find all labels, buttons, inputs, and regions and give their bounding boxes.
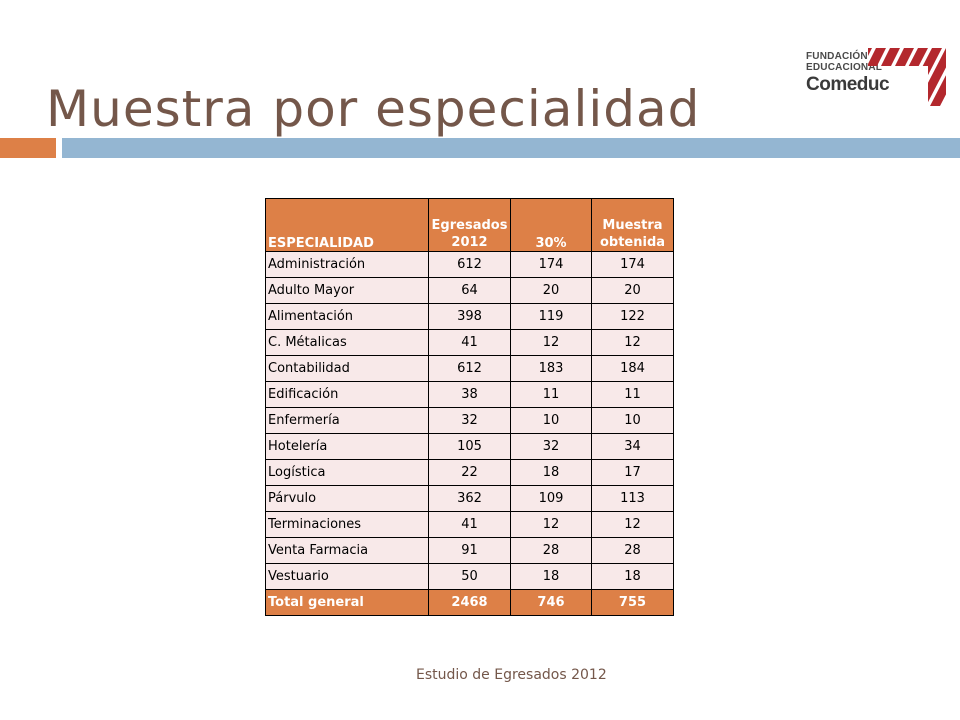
data-table: ESPECIALIDAD Egresados 2012 30% Muestra … bbox=[265, 198, 674, 616]
logo-line-1: FUNDACIÓN bbox=[806, 51, 868, 62]
cell-percent: 28 bbox=[510, 537, 592, 564]
cell-percent: 18 bbox=[510, 459, 592, 486]
cell-especialidad: C. Métalicas bbox=[265, 329, 429, 356]
cell-muestra: 122 bbox=[591, 303, 674, 330]
cell-egresados: 41 bbox=[428, 511, 511, 538]
cell-egresados: 362 bbox=[428, 485, 511, 512]
table-row: Vestuario 50 18 18 bbox=[265, 563, 674, 590]
cell-especialidad: Terminaciones bbox=[265, 511, 429, 538]
title-underline-bar bbox=[62, 138, 960, 158]
cell-especialidad: Hotelería bbox=[265, 433, 429, 460]
cell-muestra: 10 bbox=[591, 407, 674, 434]
table-row: Logística 22 18 17 bbox=[265, 459, 674, 486]
table-row: Hotelería 105 32 34 bbox=[265, 433, 674, 460]
cell-especialidad: Alimentación bbox=[265, 303, 429, 330]
slide-footer: Estudio de Egresados 2012 bbox=[416, 667, 607, 683]
table-row: Edificación 38 11 11 bbox=[265, 381, 674, 408]
cell-egresados: 398 bbox=[428, 303, 511, 330]
table-row: Alimentación 398 119 122 bbox=[265, 303, 674, 330]
table-row: C. Métalicas 41 12 12 bbox=[265, 329, 674, 356]
cell-percent: 12 bbox=[510, 511, 592, 538]
cell-muestra: 28 bbox=[591, 537, 674, 564]
table-row: Contabilidad 612 183 184 bbox=[265, 355, 674, 382]
cell-especialidad: Enfermería bbox=[265, 407, 429, 434]
header-muestra: Muestra obtenida bbox=[591, 198, 674, 252]
cell-percent: 12 bbox=[510, 329, 592, 356]
total-egresados: 2468 bbox=[428, 589, 511, 616]
cell-percent: 11 bbox=[510, 381, 592, 408]
cell-egresados: 105 bbox=[428, 433, 511, 460]
table-row: Párvulo 362 109 113 bbox=[265, 485, 674, 512]
table-row: Administración 612 174 174 bbox=[265, 251, 674, 278]
total-percent: 746 bbox=[510, 589, 592, 616]
cell-especialidad: Logística bbox=[265, 459, 429, 486]
comeduc-logo: FUNDACIÓN EDUCACIONAL Comeduc bbox=[806, 48, 946, 110]
table-total-row: Total general 2468 746 755 bbox=[265, 589, 674, 616]
cell-egresados: 41 bbox=[428, 329, 511, 356]
cell-muestra: 20 bbox=[591, 277, 674, 304]
cell-egresados: 64 bbox=[428, 277, 511, 304]
cell-percent: 119 bbox=[510, 303, 592, 330]
cell-egresados: 22 bbox=[428, 459, 511, 486]
cell-especialidad: Venta Farmacia bbox=[265, 537, 429, 564]
cell-muestra: 113 bbox=[591, 485, 674, 512]
table-row: Terminaciones 41 12 12 bbox=[265, 511, 674, 538]
slide-title: Muestra por especialidad bbox=[46, 80, 701, 138]
cell-percent: 20 bbox=[510, 277, 592, 304]
cell-muestra: 184 bbox=[591, 355, 674, 382]
cell-percent: 183 bbox=[510, 355, 592, 382]
cell-egresados: 612 bbox=[428, 251, 511, 278]
table-row: Venta Farmacia 91 28 28 bbox=[265, 537, 674, 564]
cell-muestra: 34 bbox=[591, 433, 674, 460]
cell-percent: 109 bbox=[510, 485, 592, 512]
cell-muestra: 17 bbox=[591, 459, 674, 486]
logo-line-2: EDUCACIONAL bbox=[806, 62, 883, 73]
cell-egresados: 38 bbox=[428, 381, 511, 408]
specialty-table: ESPECIALIDAD Egresados 2012 30% Muestra … bbox=[265, 198, 674, 616]
cell-egresados: 91 bbox=[428, 537, 511, 564]
cell-especialidad: Contabilidad bbox=[265, 355, 429, 382]
cell-muestra: 12 bbox=[591, 329, 674, 356]
cell-muestra: 174 bbox=[591, 251, 674, 278]
logo-text: FUNDACIÓN EDUCACIONAL Comeduc bbox=[806, 51, 890, 95]
header-percent: 30% bbox=[510, 198, 592, 252]
total-muestra: 755 bbox=[591, 589, 674, 616]
cell-percent: 18 bbox=[510, 563, 592, 590]
cell-egresados: 612 bbox=[428, 355, 511, 382]
cell-percent: 10 bbox=[510, 407, 592, 434]
table-row: Adulto Mayor 64 20 20 bbox=[265, 277, 674, 304]
total-label: Total general bbox=[265, 589, 429, 616]
logo-line-3: Comeduc bbox=[806, 74, 890, 95]
cell-especialidad: Vestuario bbox=[265, 563, 429, 590]
cell-especialidad: Adulto Mayor bbox=[265, 277, 429, 304]
cell-egresados: 50 bbox=[428, 563, 511, 590]
cell-muestra: 11 bbox=[591, 381, 674, 408]
table-header-row: ESPECIALIDAD Egresados 2012 30% Muestra … bbox=[265, 198, 674, 252]
cell-percent: 32 bbox=[510, 433, 592, 460]
cell-egresados: 32 bbox=[428, 407, 511, 434]
title-accent-bar bbox=[0, 138, 56, 158]
cell-muestra: 12 bbox=[591, 511, 674, 538]
cell-especialidad: Edificación bbox=[265, 381, 429, 408]
table-row: Enfermería 32 10 10 bbox=[265, 407, 674, 434]
header-egresados: Egresados 2012 bbox=[428, 198, 511, 252]
cell-especialidad: Administración bbox=[265, 251, 429, 278]
logo-stripes-icon bbox=[868, 48, 946, 106]
header-especialidad: ESPECIALIDAD bbox=[265, 198, 429, 252]
cell-especialidad: Párvulo bbox=[265, 485, 429, 512]
cell-percent: 174 bbox=[510, 251, 592, 278]
cell-muestra: 18 bbox=[591, 563, 674, 590]
